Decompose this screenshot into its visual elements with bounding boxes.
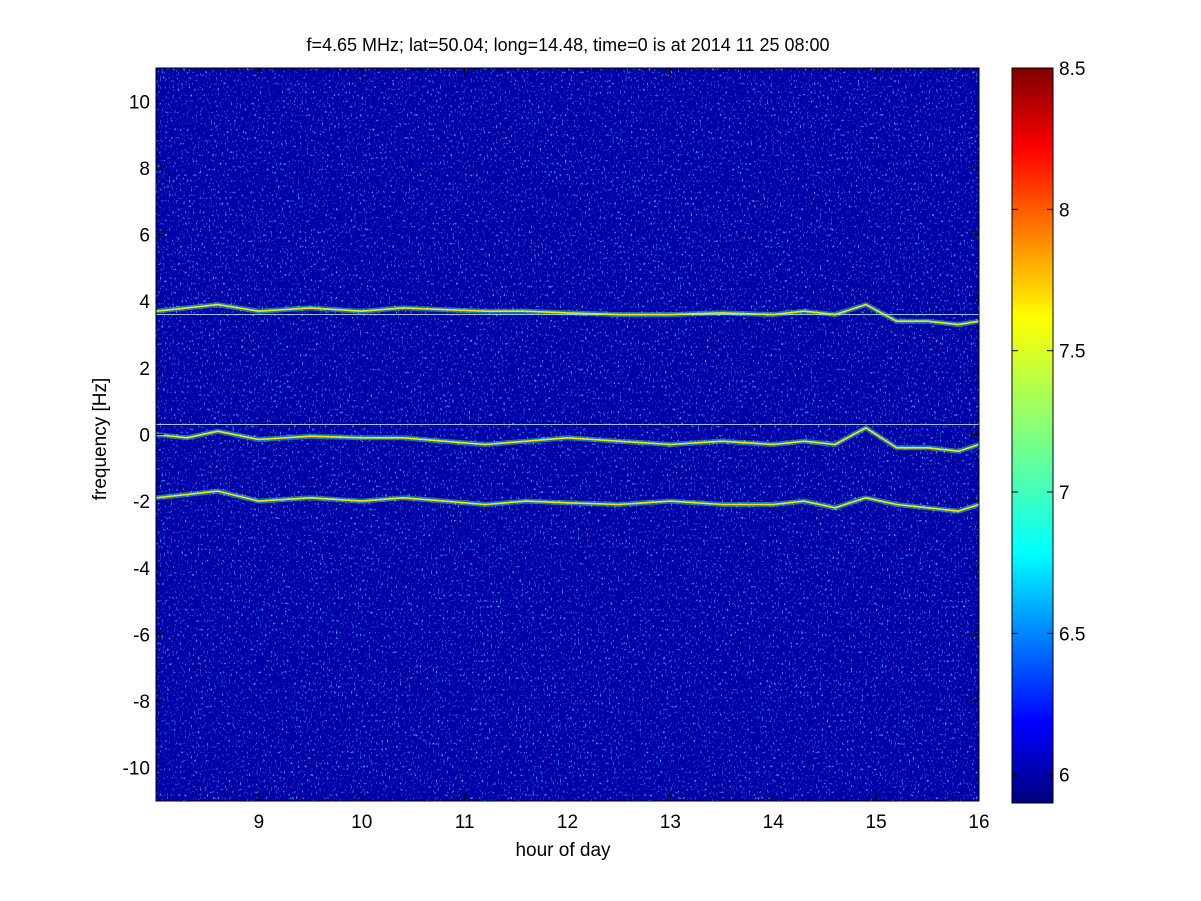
colorbar-tick-label: 8.5 [1059, 59, 1085, 80]
colorbar-tick-label: 7.5 [1059, 342, 1085, 363]
y-tick-label: -8 [133, 692, 150, 713]
y-tick-label: -4 [133, 559, 150, 580]
echo-trace-1 [155, 425, 980, 454]
y-tick-label: 10 [129, 92, 150, 113]
y-axis: 10 8 6 4 2 0 -2 -4 -6 -8 -10 [123, 92, 979, 780]
colorbar-tick-label: 6.5 [1059, 624, 1085, 645]
echo-trace-line-2 [155, 490, 980, 512]
colorbar [1011, 67, 1054, 804]
y-tick-label: 8 [139, 159, 150, 180]
y-tick-label: -6 [133, 625, 150, 646]
y-tick-label: 4 [139, 292, 150, 313]
colorbar-tick-label: 6 [1059, 766, 1070, 787]
y-tick-label: -10 [123, 759, 150, 780]
x-tick-label: 12 [557, 812, 578, 833]
spectrogram-noise [156, 68, 979, 801]
colorbar-tick-label: 8 [1059, 200, 1070, 221]
x-tick-label: 13 [660, 812, 681, 833]
y-tick-label: 6 [139, 226, 150, 247]
x-tick-label: 9 [254, 812, 265, 833]
x-tick-label: 14 [763, 812, 785, 833]
y-axis-label: frequency [Hz] [90, 378, 111, 501]
y-tick-label: 0 [139, 426, 150, 447]
x-tick-label: 10 [351, 812, 372, 833]
echo-trace-2 [155, 488, 980, 514]
colorbar-tick-label: 7 [1059, 483, 1070, 504]
x-axis-label: hour of day [515, 840, 611, 861]
echo-trace-line-0 [155, 303, 980, 326]
plot-area [155, 68, 980, 801]
x-tick-label: 15 [866, 812, 887, 833]
x-tick-label: 11 [455, 812, 475, 833]
chart-title: f=4.65 MHz; lat=50.04; long=14.48, time=… [306, 35, 829, 55]
colorbar-axis: 6 6.5 7 7.5 8 8.5 [1012, 59, 1085, 787]
x-tick-label: 16 [968, 812, 989, 833]
y-tick-label: -2 [133, 492, 150, 513]
echo-trace-0 [155, 302, 980, 328]
x-axis: 9 10 11 12 13 14 15 16 [254, 68, 990, 833]
echo-trace-line-1 [155, 426, 980, 453]
y-tick-label: 2 [139, 359, 150, 380]
